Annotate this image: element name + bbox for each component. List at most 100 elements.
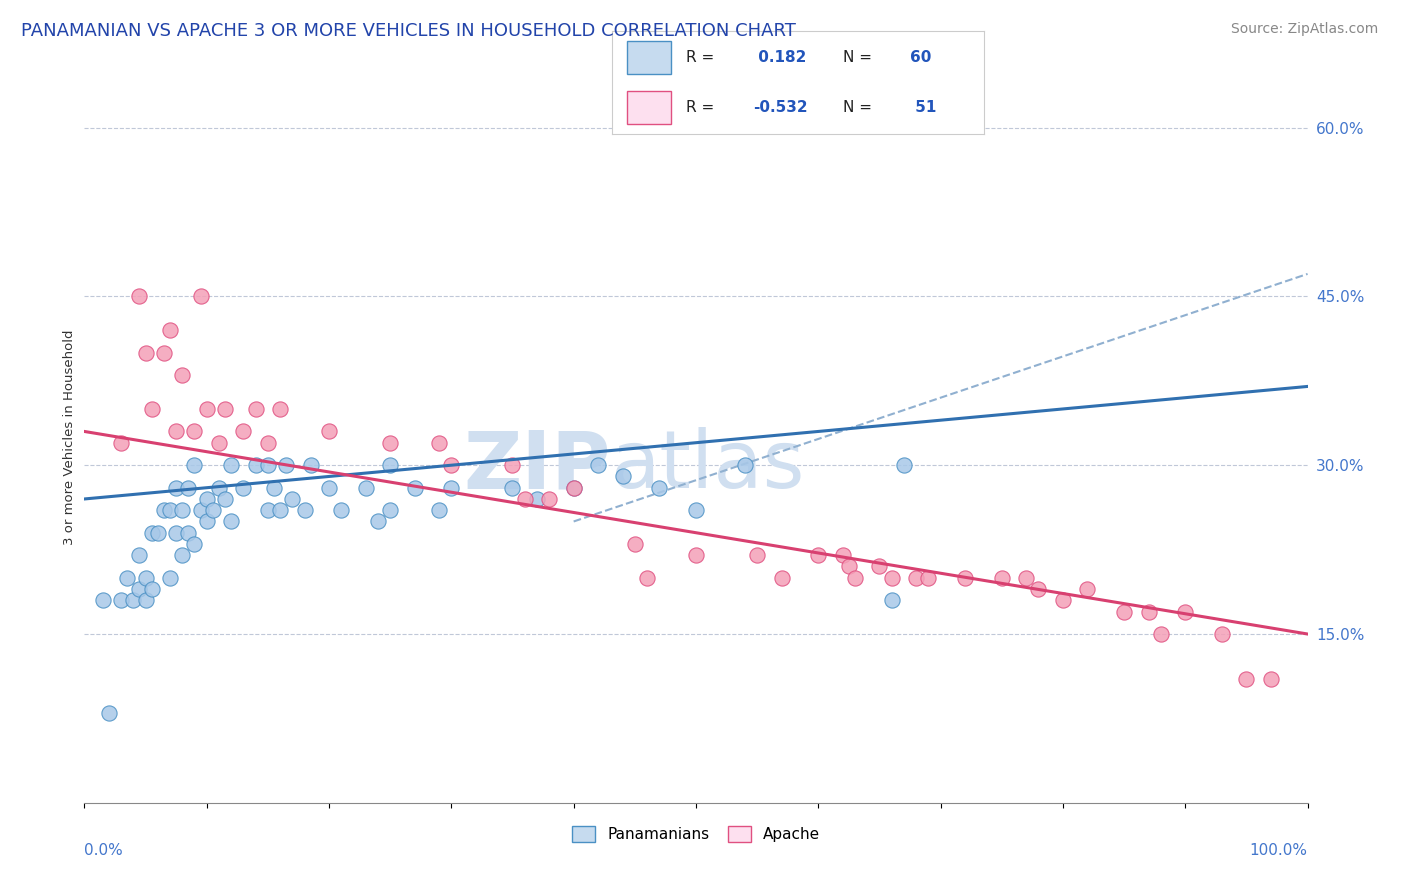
Point (183, 458, 205, 473)
Point (294, 503, 316, 517)
Point (1076, 582, 1098, 596)
Point (269, 503, 291, 517)
Point (195, 515, 218, 529)
Point (115, 571, 138, 585)
Point (146, 525, 169, 540)
Point (195, 401, 218, 416)
Point (893, 458, 915, 473)
Point (208, 435, 231, 450)
Point (177, 481, 200, 495)
Point (380, 435, 402, 450)
Point (135, 593, 157, 607)
Point (183, 425, 205, 439)
Point (219, 515, 242, 529)
Point (281, 491, 304, 506)
Point (299, 458, 322, 473)
Point (172, 548, 194, 562)
Text: -0.532: -0.532 (754, 100, 808, 115)
Point (905, 571, 928, 585)
Point (380, 458, 402, 473)
Text: R =: R = (686, 100, 720, 115)
Point (257, 435, 280, 450)
Point (917, 571, 939, 585)
Point (1052, 593, 1074, 607)
Point (502, 481, 524, 495)
Point (257, 458, 280, 473)
Point (245, 458, 267, 473)
Point (562, 481, 585, 495)
Point (1211, 627, 1233, 641)
Point (159, 571, 181, 585)
Point (1114, 605, 1136, 619)
Text: 100.0%: 100.0% (1250, 843, 1308, 858)
Point (1137, 605, 1160, 619)
Point (232, 481, 254, 495)
Point (991, 571, 1014, 585)
Point (172, 503, 194, 517)
Point (183, 537, 205, 551)
Point (838, 559, 860, 574)
Point (831, 548, 853, 562)
Point (953, 571, 976, 585)
Text: Source: ZipAtlas.com: Source: ZipAtlas.com (1230, 22, 1378, 37)
Point (367, 515, 389, 529)
Point (380, 503, 402, 517)
Point (141, 582, 163, 596)
Point (128, 289, 150, 303)
Text: 51: 51 (910, 100, 936, 115)
Point (1015, 571, 1038, 585)
Point (1174, 605, 1197, 619)
Point (110, 593, 132, 607)
Point (276, 458, 298, 473)
Point (195, 491, 218, 506)
Text: PANAMANIAN VS APACHE 3 OR MORE VEHICLES IN HOUSEHOLD CORRELATION CHART: PANAMANIAN VS APACHE 3 OR MORE VEHICLES … (21, 22, 796, 40)
Text: N =: N = (842, 50, 876, 65)
Point (190, 503, 212, 517)
Text: 60: 60 (910, 50, 931, 65)
Point (245, 401, 267, 416)
Point (648, 481, 671, 495)
Point (586, 458, 609, 473)
Point (165, 525, 187, 540)
Point (880, 571, 903, 585)
Point (128, 582, 150, 596)
FancyBboxPatch shape (627, 91, 671, 124)
Y-axis label: 3 or more Vehicles in Household: 3 or more Vehicles in Household (63, 329, 76, 545)
Point (263, 481, 285, 495)
Point (165, 425, 187, 439)
Point (153, 345, 176, 359)
Point (159, 323, 181, 337)
Point (141, 401, 163, 416)
Point (318, 425, 340, 439)
Point (734, 458, 756, 473)
FancyBboxPatch shape (627, 42, 671, 74)
Text: R =: R = (686, 50, 720, 65)
Text: N =: N = (842, 100, 876, 115)
Point (128, 548, 150, 562)
Point (636, 571, 658, 585)
Point (318, 481, 340, 495)
Point (685, 503, 707, 517)
Point (135, 345, 157, 359)
Point (269, 401, 291, 416)
Point (526, 491, 548, 506)
Point (747, 548, 769, 562)
Point (177, 525, 200, 540)
Point (201, 503, 224, 517)
Point (807, 548, 830, 562)
Point (354, 481, 377, 495)
Point (562, 481, 585, 495)
Point (135, 571, 157, 585)
Point (153, 503, 176, 517)
Point (404, 481, 426, 495)
Point (502, 458, 524, 473)
Point (165, 481, 187, 495)
Point (685, 548, 707, 562)
Point (208, 481, 231, 495)
Point (141, 525, 163, 540)
Text: atlas: atlas (610, 427, 804, 506)
Point (1150, 627, 1173, 641)
Point (1236, 672, 1258, 686)
Point (232, 425, 254, 439)
Legend: Panamanians, Apache: Panamanians, Apache (564, 819, 828, 850)
